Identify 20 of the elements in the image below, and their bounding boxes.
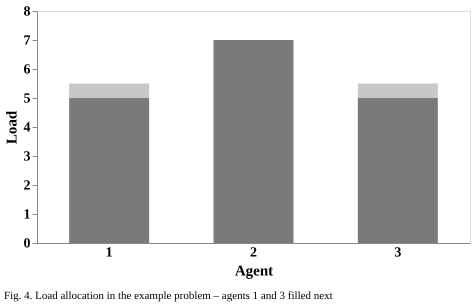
x-tick-label: 2 bbox=[250, 246, 257, 260]
bar bbox=[214, 40, 294, 243]
y-tick-label: 7 bbox=[24, 34, 30, 48]
bar bbox=[69, 84, 150, 98]
y-tick-label: 4 bbox=[24, 120, 30, 136]
x-tick-label: 1 bbox=[106, 246, 113, 260]
y-tick-label: 3 bbox=[24, 150, 30, 164]
y-tick-label: 0 bbox=[24, 236, 30, 252]
y-tick-label: 2 bbox=[24, 178, 30, 194]
bar bbox=[358, 98, 438, 243]
y-axis-title: Load bbox=[4, 110, 20, 144]
caption: Fig. 4. Load allocation in the example problem – agents 1 and 3 filled next bbox=[4, 290, 333, 302]
y-tick-label: 8 bbox=[24, 4, 30, 20]
y-tick-label: 6 bbox=[24, 62, 30, 78]
bar bbox=[358, 84, 438, 98]
y-tick-label: 1 bbox=[24, 208, 30, 222]
y-tick-label: 5 bbox=[24, 92, 30, 106]
x-axis-title: Agent bbox=[234, 264, 274, 280]
bar bbox=[69, 98, 150, 243]
x-tick-label: 3 bbox=[394, 246, 402, 260]
